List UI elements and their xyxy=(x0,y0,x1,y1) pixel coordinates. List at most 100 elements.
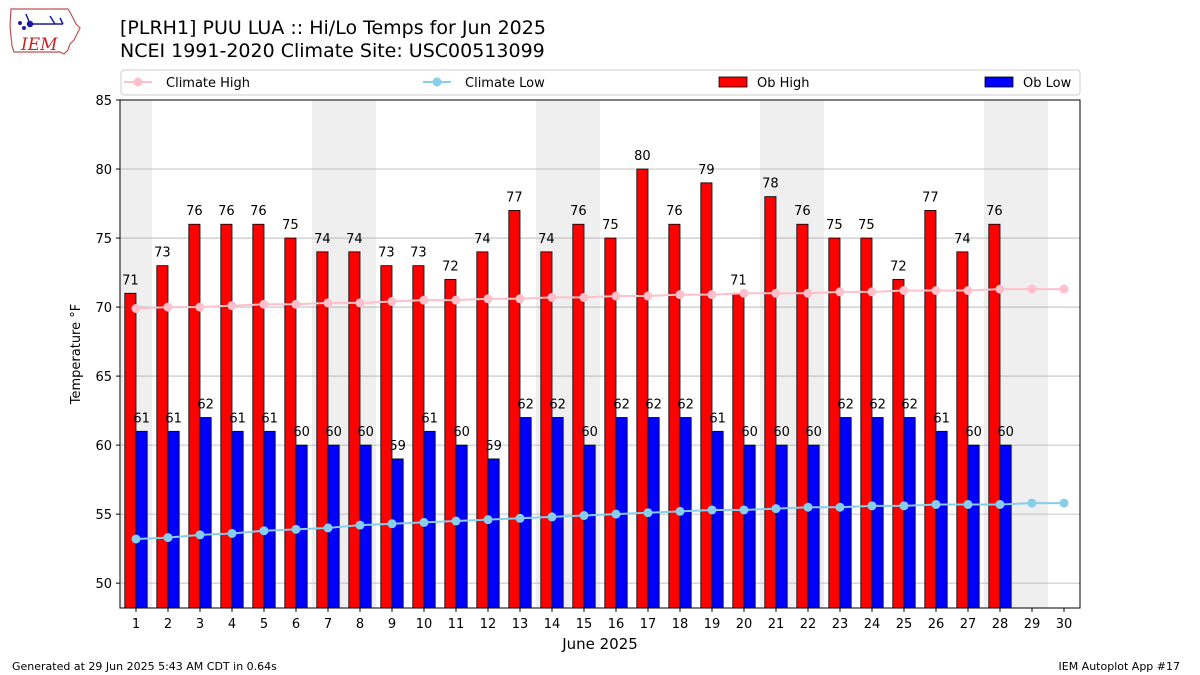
x-tick-label: 24 xyxy=(864,617,881,632)
ob-high-value-label: 78 xyxy=(762,177,779,192)
ob-high-value-label: 73 xyxy=(154,246,171,261)
legend-marker xyxy=(432,77,442,87)
climate-lines xyxy=(131,284,1069,544)
chart-title: [PLRH1] PUU LUA :: Hi/Lo Temps for Jun 2… xyxy=(120,17,546,39)
ob-high-bar xyxy=(924,210,937,609)
climate-high-point xyxy=(899,286,909,295)
legend-label: Climate Low xyxy=(465,76,545,91)
climate-high-point xyxy=(515,294,525,304)
ob-high-value-label: 76 xyxy=(570,204,587,219)
x-tick-label: 3 xyxy=(196,617,204,632)
weather-station-icon xyxy=(18,13,64,30)
climate-high-point xyxy=(195,302,205,312)
ob-low-bar xyxy=(935,430,948,609)
ob-low-bar xyxy=(263,430,276,609)
x-tick-label: 26 xyxy=(928,617,945,632)
climate-high-point xyxy=(835,287,845,297)
ob-low-bar xyxy=(455,444,468,609)
ob-high-value-label: 75 xyxy=(858,218,875,233)
ob-high-value-label: 74 xyxy=(474,232,491,247)
ob-low-bar xyxy=(999,444,1012,609)
ob-high-value-label: 76 xyxy=(218,204,235,219)
plot-frame xyxy=(119,99,1081,609)
climate-low-point xyxy=(803,502,813,512)
climate-low-point xyxy=(611,509,621,519)
ob-high-bar xyxy=(668,223,681,609)
ob-high-bar xyxy=(540,251,553,609)
climate-high-point xyxy=(547,292,557,302)
ob-high-value-label: 71 xyxy=(122,273,139,288)
climate-low-point xyxy=(483,515,493,525)
ob-low-value-label: 59 xyxy=(485,439,502,454)
ob-high-value-label: 74 xyxy=(346,232,363,247)
climate-high-point xyxy=(163,302,173,312)
climate-high-point xyxy=(675,290,685,300)
ob-low-value-label: 62 xyxy=(677,398,694,413)
x-tick-label: 7 xyxy=(324,617,332,632)
y-tick-label: 60 xyxy=(95,439,112,454)
ob-high-bar xyxy=(380,265,393,609)
x-tick-label: 20 xyxy=(736,617,753,632)
climate-low-point xyxy=(835,502,845,512)
ob-low-bar xyxy=(967,444,980,609)
ob-high-value-label: 72 xyxy=(890,259,907,274)
ob-low-bar xyxy=(135,430,148,609)
x-tick-label: 12 xyxy=(480,617,497,632)
ob-high-value-label: 76 xyxy=(666,204,683,219)
ob-low-value-label: 62 xyxy=(645,398,662,413)
climate-low-point xyxy=(323,523,333,533)
ob-low-value-label: 60 xyxy=(965,425,982,440)
climate-high-point xyxy=(291,299,301,309)
climate-high-point xyxy=(259,299,269,309)
ob-low-bar xyxy=(839,417,852,609)
ob-high-bar xyxy=(412,265,425,609)
ob-low-value-label: 62 xyxy=(613,398,630,413)
climate-low-point xyxy=(643,508,653,518)
ob-low-value-label: 61 xyxy=(709,411,726,426)
climate-high-point xyxy=(323,298,333,308)
ob-high-value-label: 73 xyxy=(410,246,427,261)
y-tick-label: 55 xyxy=(95,508,112,523)
climate-high-point xyxy=(579,292,589,302)
climate-high-point xyxy=(739,288,749,298)
y-tick-label: 85 xyxy=(95,94,112,109)
climate-low-point xyxy=(675,506,685,516)
ob-low-bar xyxy=(487,458,500,609)
ob-high-value-label: 76 xyxy=(794,204,811,219)
ob-high-value-label: 75 xyxy=(826,218,843,233)
ob-high-value-label: 76 xyxy=(186,204,203,219)
ob-low-value-label: 60 xyxy=(453,425,470,440)
ob-high-value-label: 75 xyxy=(282,218,299,233)
climate-low-line xyxy=(135,502,1064,540)
ob-low-value-label: 60 xyxy=(293,425,310,440)
ob-high-value-label: 74 xyxy=(954,232,971,247)
legend: Climate High Climate Low Ob High Ob Low xyxy=(120,69,1081,96)
x-tick-label: 13 xyxy=(512,617,529,632)
climate-low-point xyxy=(547,512,557,522)
climate-low-point xyxy=(419,517,429,527)
x-tick-label: 23 xyxy=(832,617,849,632)
ob-high-bar xyxy=(188,223,201,609)
climate-low-point xyxy=(227,528,237,538)
ob-high-bar xyxy=(572,223,585,609)
ob-high-bar xyxy=(284,237,297,609)
ob-high-value-label: 71 xyxy=(730,273,747,288)
ob-low-bar xyxy=(807,444,820,609)
ob-high-value-label: 80 xyxy=(634,149,651,164)
x-tick-label: 28 xyxy=(992,617,1009,632)
ob-low-value-label: 62 xyxy=(517,398,534,413)
climate-low-point xyxy=(451,516,461,526)
legend-box xyxy=(120,69,1081,96)
chart-subtitle: NCEI 1991-2020 Climate Site: USC00513099 xyxy=(120,40,545,62)
climate-low-point xyxy=(131,534,141,544)
ob-low-value-label: 60 xyxy=(773,425,790,440)
ob-low-value-label: 61 xyxy=(933,411,950,426)
ob-high-value-label: 75 xyxy=(602,218,619,233)
x-tick-label: 30 xyxy=(1056,617,1073,632)
ob-low-value-label: 60 xyxy=(997,425,1014,440)
climate-low-point xyxy=(1059,498,1069,508)
ob-low-bar xyxy=(519,417,532,609)
ob-low-value-label: 61 xyxy=(261,411,278,426)
generated-timestamp: Generated at 29 Jun 2025 5:43 AM CDT in … xyxy=(12,660,277,673)
x-tick-label: 21 xyxy=(768,617,785,632)
